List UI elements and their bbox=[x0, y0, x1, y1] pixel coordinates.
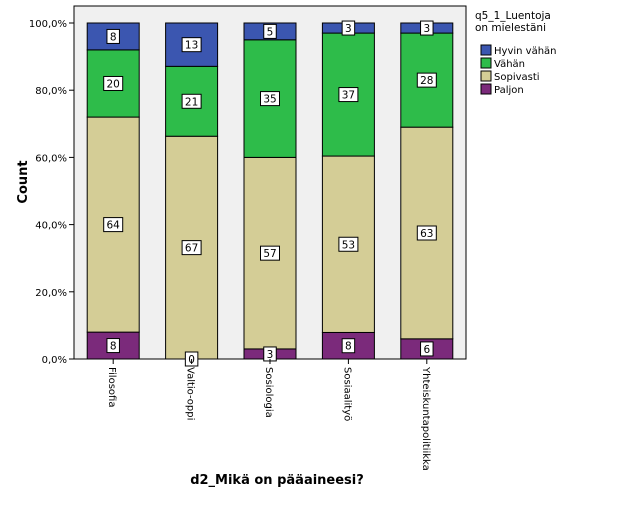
data-label-sosiaalityo-paljon: 8 bbox=[345, 341, 352, 353]
data-label-yhteiskuntapolitiikka-vahan: 28 bbox=[420, 75, 433, 87]
y-tick-label: 60,0% bbox=[35, 153, 67, 164]
data-label-sosiologia-sopivasti: 57 bbox=[263, 248, 276, 260]
data-label-valtio-oppi-sopivasti: 67 bbox=[185, 243, 198, 255]
data-label-yhteiskuntapolitiikka-sopivasti: 63 bbox=[420, 228, 433, 240]
data-label-yhteiskuntapolitiikka-paljon: 6 bbox=[423, 344, 430, 356]
data-label-sosiologia-hyvin-vahan: 5 bbox=[267, 26, 274, 38]
x-tick-label-valtio-oppi: Valtio-oppi bbox=[185, 367, 196, 420]
data-label-box bbox=[420, 341, 434, 357]
data-label-box bbox=[106, 28, 120, 44]
data-label-filosofia-vahan: 20 bbox=[107, 78, 120, 90]
data-label-box bbox=[106, 338, 120, 354]
data-label-sosiologia-paljon: 3 bbox=[267, 349, 274, 361]
x-tick-label-sosiaalityo: Sosiaalityö bbox=[341, 367, 352, 421]
data-label-box bbox=[103, 75, 124, 91]
x-axis: Filosofia Valtio-oppi Sosiologia Sosiaality… bbox=[106, 359, 431, 471]
legend-title-line-2: on mielestäni bbox=[475, 22, 546, 34]
data-label-sosiaalityo-sopivasti: 53 bbox=[342, 239, 355, 251]
legend-swatch-paljon bbox=[480, 83, 492, 95]
legend-title-line-1: q5_1_Luentoja bbox=[475, 10, 551, 22]
bar-valtio-oppi-hyvin-vahan bbox=[165, 22, 219, 67]
data-label-box bbox=[420, 20, 434, 36]
legend-swatch-hyvin-vahan bbox=[480, 44, 492, 56]
data-label-valtio-oppi-hyvin-vahan: 13 bbox=[185, 40, 198, 52]
data-label-box bbox=[416, 225, 437, 241]
data-label-filosofia-paljon: 8 bbox=[110, 341, 117, 353]
data-label-box bbox=[260, 245, 280, 261]
legend: q5_1_Luentoja on mielestäni Hyvin vähän V… bbox=[475, 10, 557, 96]
data-label-box bbox=[103, 217, 124, 233]
data-label-box bbox=[181, 240, 202, 256]
legend-label-hyvin-vahan: Hyvin vähän bbox=[494, 46, 557, 57]
legend-label-vahan: Vähän bbox=[494, 59, 525, 70]
data-label-box bbox=[416, 72, 437, 88]
y-tick-label: 100,0% bbox=[29, 19, 67, 30]
x-tick-label-yhteiskuntapolitiikka: Yhteiskuntapolitiikka bbox=[420, 366, 431, 471]
legend-swatch-sopivasti bbox=[480, 70, 492, 82]
data-label-box bbox=[260, 91, 280, 107]
legend-label-sopivasti: Sopivasti bbox=[494, 72, 540, 83]
data-label-valtio-oppi-vahan: 21 bbox=[185, 96, 198, 108]
data-label-box bbox=[338, 87, 359, 103]
data-label-yhteiskuntapolitiikka-hyvin-vahan: 3 bbox=[423, 23, 430, 35]
data-label-box bbox=[181, 37, 202, 53]
x-tick-label-sosiologia: Sosiologia bbox=[263, 367, 274, 418]
y-tick-label: 0,0% bbox=[42, 355, 67, 366]
x-tick-label-filosofia: Filosofia bbox=[106, 367, 117, 407]
y-axis: 0,0% 20,0% 40,0% 60,0% 80,0% 100,0% bbox=[29, 19, 74, 366]
data-label-filosofia-hyvin-vahan: 8 bbox=[110, 31, 117, 43]
data-label-sosiaalityo-hyvin-vahan: 3 bbox=[345, 23, 352, 35]
y-tick-label: 40,0% bbox=[35, 221, 67, 232]
data-label-box bbox=[263, 23, 277, 39]
x-axis-title: d2_Mikä on pääaineesi? bbox=[190, 473, 364, 488]
data-labels-layer: 8642080672113357355853373663283 bbox=[103, 20, 437, 367]
y-tick-label: 80,0% bbox=[35, 86, 67, 97]
data-label-box bbox=[181, 93, 202, 109]
data-label-box bbox=[341, 20, 356, 36]
legend-label-paljon: Paljon bbox=[494, 85, 524, 96]
legend-swatch-vahan bbox=[480, 57, 492, 69]
data-label-sosiaalityo-vahan: 37 bbox=[342, 90, 355, 102]
data-label-sosiologia-vahan: 35 bbox=[263, 94, 276, 106]
y-tick-label: 20,0% bbox=[35, 288, 67, 299]
y-axis-title: Count bbox=[16, 160, 31, 203]
data-label-box bbox=[338, 236, 359, 252]
data-label-filosofia-sopivasti: 64 bbox=[107, 220, 121, 232]
data-label-box bbox=[341, 338, 356, 354]
